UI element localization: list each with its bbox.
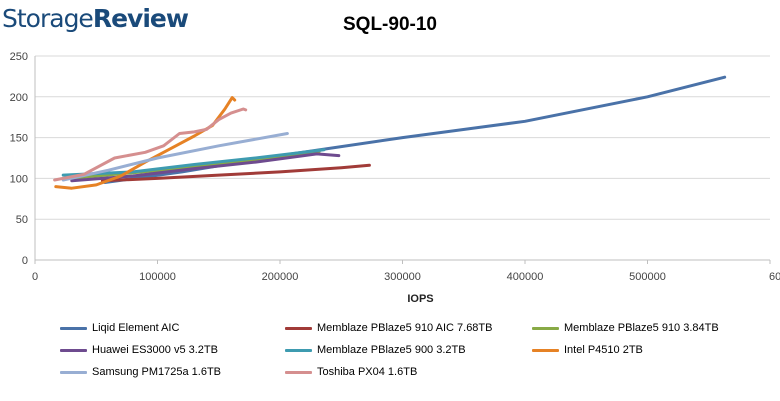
- legend-item-5: Memblaze PBlaze5 900 3.2TB: [285, 344, 466, 356]
- series-line-7: [61, 132, 289, 182]
- legend-item-8: Toshiba PX04 1.6TB: [285, 366, 417, 378]
- legend-swatch: [532, 348, 559, 352]
- y-tick-label: 150: [10, 133, 28, 145]
- legend-label: Memblaze PBlaze5 910 3.84TB: [564, 322, 719, 334]
- legend-label: Toshiba PX04 1.6TB: [317, 366, 418, 378]
- legend-label: Memblaze PBlaze5 910 AIC 7.68TB: [317, 322, 493, 334]
- series-line-6: [54, 96, 237, 190]
- x-tick-label: 500000: [629, 271, 666, 283]
- y-tick-label: 0: [22, 255, 28, 267]
- legend-item-3: Memblaze PBlaze5 910 3.84TB: [532, 322, 719, 334]
- x-tick-label: 200000: [262, 271, 299, 283]
- legend-swatch: [60, 370, 87, 374]
- legend-swatch: [60, 326, 87, 330]
- x-tick-label: 600: [769, 271, 780, 283]
- y-tick-label: 100: [10, 173, 28, 185]
- legend-label: Memblaze PBlaze5 900 3.2TB: [317, 344, 466, 356]
- legend-label: Samsung PM1725a 1.6TB: [92, 366, 222, 378]
- y-tick-label: 250: [10, 51, 28, 63]
- legend-label: Intel P4510 2TB: [564, 344, 643, 356]
- x-tick-label: 0: [32, 271, 38, 283]
- series-line-8: [53, 107, 248, 182]
- logo-part-storage: Storage: [2, 4, 94, 33]
- legend-swatch: [60, 348, 87, 352]
- x-tick-label: 100000: [139, 271, 176, 283]
- series-line-3: [67, 150, 321, 180]
- series-line-2: [100, 163, 371, 183]
- chart-title: SQL-90-10: [343, 14, 437, 35]
- x-axis-label: IOPS: [407, 293, 433, 305]
- y-tick-label: 200: [10, 92, 28, 104]
- legend-item-7: Samsung PM1725a 1.6TB: [60, 366, 221, 378]
- legend-swatch: [285, 370, 312, 374]
- series-line-5: [61, 148, 326, 177]
- legend-item-4: Huawei ES3000 v5 3.2TB: [60, 344, 218, 356]
- line-chart: 0 50 100 150 200 250 0 100000 200000 300000 400000…: [10, 51, 780, 305]
- series-line-1: [103, 75, 727, 184]
- legend-swatch: [532, 326, 559, 330]
- x-tick-label: 400000: [507, 271, 544, 283]
- x-tick-label: 300000: [384, 271, 421, 283]
- legend-swatch: [285, 348, 312, 352]
- storagereview-logo: StorageReview: [2, 4, 189, 33]
- legend-item-2: Memblaze PBlaze5 910 AIC 7.68TB: [285, 322, 492, 334]
- legend-item-6: Intel P4510 2TB: [532, 344, 643, 356]
- legend-label: Liqid Element AIC: [92, 322, 180, 334]
- series-line-4: [70, 152, 341, 183]
- legend-item-1: Liqid Element AIC: [60, 322, 179, 334]
- legend-swatch: [285, 326, 312, 330]
- logo-part-review: Review: [92, 4, 189, 33]
- legend-label: Huawei ES3000 v5 3.2TB: [92, 344, 218, 356]
- y-tick-label: 50: [16, 214, 28, 226]
